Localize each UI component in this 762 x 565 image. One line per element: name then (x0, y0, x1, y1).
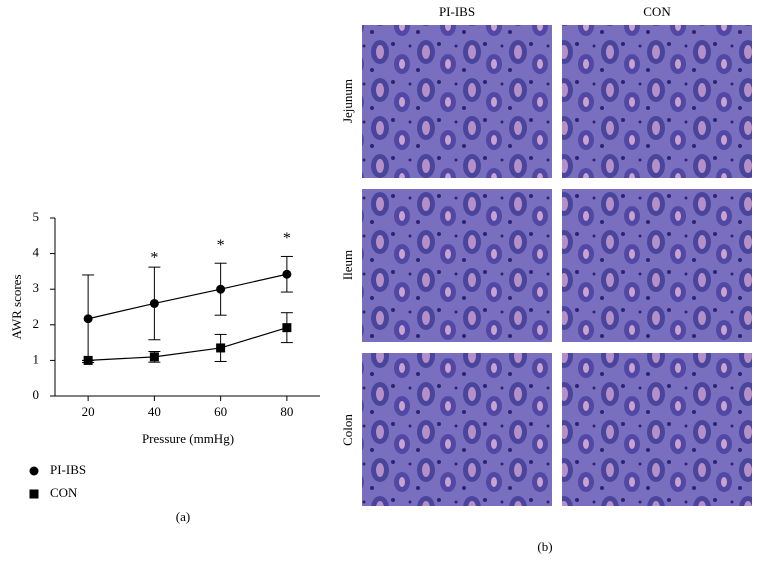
histology-image (562, 189, 752, 342)
panel-label: (b) (537, 539, 552, 554)
marker (149, 352, 159, 362)
marker (83, 355, 93, 365)
series-line (88, 327, 288, 361)
marker (149, 298, 159, 308)
column-label: PI-IBS (439, 4, 475, 19)
line-chart: AWR scores Pressure (mmHg) (a) 0 1 2 3 4 5 20 4… (9, 209, 320, 524)
marker (216, 343, 226, 353)
x-tick-label: 40 (148, 404, 161, 419)
legend-label: CON (50, 485, 78, 500)
series-line (87, 273, 288, 320)
histology-image (362, 189, 552, 342)
marker (83, 314, 93, 324)
row-label: Colon (340, 414, 355, 446)
column-label: CON (643, 4, 671, 19)
y-tick-label: 0 (33, 387, 40, 402)
panel-label: (a) (176, 509, 190, 524)
x-tick-label: 20 (82, 404, 95, 419)
histology-image (562, 25, 752, 178)
x-tick-label: 80 (280, 404, 293, 419)
marker (282, 269, 292, 279)
histology-panel: PI-IBS CON Jejunum Ileum Colon (b) (340, 4, 752, 554)
row-label: Ileum (340, 250, 355, 280)
y-tick-label: 1 (33, 351, 40, 366)
histology-image (362, 353, 552, 506)
histology-image (362, 25, 552, 178)
y-tick-label: 3 (33, 280, 40, 295)
legend-marker (29, 466, 39, 476)
x-axis-label: Pressure (mmHg) (142, 431, 234, 446)
annotation: * (283, 230, 291, 247)
y-tick-label: 2 (33, 316, 40, 331)
y-tick-label: 4 (33, 245, 40, 260)
annotation: * (217, 237, 225, 254)
marker (282, 323, 292, 333)
histology-image (562, 353, 752, 506)
annotation: * (150, 250, 158, 267)
x-tick-label: 60 (214, 404, 227, 419)
legend-marker (29, 489, 39, 499)
y-tick-label: 5 (33, 209, 40, 224)
marker (216, 284, 226, 294)
legend-label: PI-IBS (50, 462, 86, 477)
y-axis-label: AWR scores (9, 274, 24, 339)
row-label: Jejunum (340, 79, 355, 123)
